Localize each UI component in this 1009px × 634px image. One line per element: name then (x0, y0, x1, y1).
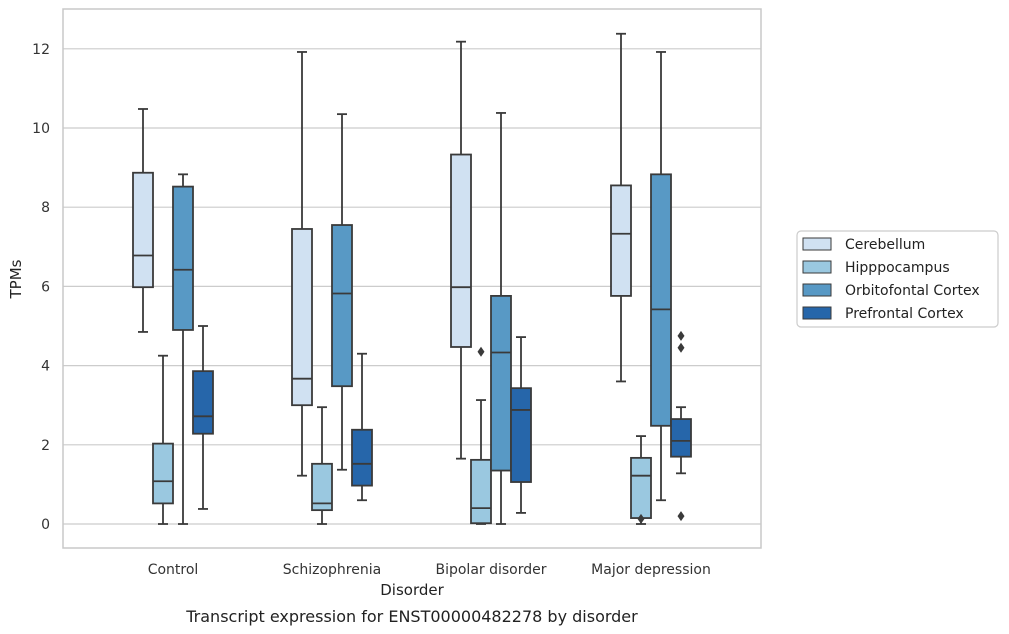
box-iqr (610, 184, 632, 297)
legend: Cerebellum Hipppocampus Orbitofontal Corte… (796, 230, 999, 328)
box-iqr (152, 442, 174, 505)
y-tick-label: 6 (41, 279, 50, 295)
legend-swatch (802, 260, 832, 274)
outlier-point (677, 511, 685, 522)
box-orbitofontal-cortex (490, 112, 512, 525)
box-hipppocampus (470, 346, 492, 525)
y-axis-ticks: 0 2 4 6 8 10 12 (32, 42, 50, 533)
y-tick-label: 10 (32, 121, 50, 137)
box-iqr (450, 153, 472, 348)
legend-entry: Orbitofontal Cortex (845, 283, 980, 299)
box-prefrontal-cortex (670, 330, 692, 522)
y-tick-label: 2 (41, 438, 50, 454)
box-iqr (311, 462, 333, 512)
box-orbitofontal-cortex (650, 51, 672, 502)
x-axis-ticks: Control Schizophrenia Bipolar disorder Majo… (148, 562, 711, 578)
x-tick-label: Schizophrenia (283, 562, 381, 578)
box-iqr (510, 387, 532, 483)
legend-entry: Hipppocampus (845, 260, 950, 276)
legend-frame (796, 230, 999, 328)
box-cerebellum (291, 51, 313, 477)
plot-area-frame (62, 8, 762, 549)
outlier-point (477, 346, 485, 357)
box-orbitofontal-cortex (331, 113, 353, 471)
box-iqr (630, 456, 652, 519)
box-cerebellum (132, 108, 154, 333)
legend-entry: Cerebellum (845, 237, 925, 253)
box-cerebellum (450, 40, 472, 460)
chart-caption: Transcript expression for ENST0000048227… (185, 607, 638, 626)
legend-swatch (802, 283, 832, 297)
outlier-point (677, 330, 685, 341)
box-iqr (490, 295, 512, 472)
box-iqr (670, 418, 692, 458)
box-iqr (172, 185, 194, 331)
box-hipppocampus (152, 354, 174, 525)
box-prefrontal-cortex (351, 352, 373, 502)
box-iqr (650, 173, 672, 427)
outlier-point (677, 342, 685, 353)
outlier-point (637, 513, 645, 524)
box-orbitofontal-cortex (172, 173, 194, 525)
x-tick-label: Major depression (591, 562, 711, 578)
box-hipppocampus (630, 435, 652, 525)
y-axis-label: TPMs (7, 259, 25, 299)
y-tick-label: 0 (41, 517, 50, 533)
x-axis-label: Disorder (380, 581, 444, 599)
x-tick-label: Control (148, 562, 199, 578)
box-prefrontal-cortex (510, 336, 532, 514)
legend-entry: Prefrontal Cortex (845, 306, 964, 322)
legend-swatch (802, 237, 832, 251)
legend-swatch (802, 306, 832, 320)
box-groups (132, 32, 692, 525)
box-prefrontal-cortex (192, 325, 214, 510)
box-iqr (331, 224, 353, 388)
box-hipppocampus (311, 406, 333, 525)
box-cerebellum (610, 32, 632, 383)
box-iqr (192, 370, 214, 435)
box-iqr (351, 428, 373, 487)
box-iqr (132, 171, 154, 289)
x-tick-label: Bipolar disorder (435, 562, 546, 578)
box-iqr (291, 228, 313, 407)
y-tick-label: 8 (41, 200, 50, 216)
box-iqr (470, 458, 492, 525)
y-tick-label: 4 (41, 359, 50, 375)
y-tick-label: 12 (32, 42, 50, 58)
